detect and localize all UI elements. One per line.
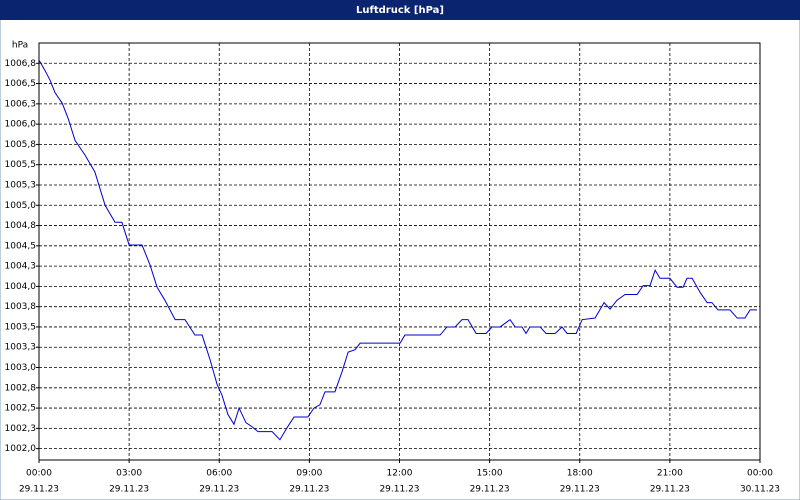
y-tick-label: 1004,5	[5, 241, 37, 251]
x-tick-label: 15:00	[477, 469, 503, 479]
x-tick-date: 29.11.23	[560, 485, 600, 495]
x-tick-date: 29.11.23	[199, 485, 239, 495]
y-tick-label: 1005,0	[5, 201, 37, 211]
y-tick-label: 1005,8	[5, 140, 37, 150]
y-tick-label: 1003,5	[5, 322, 37, 332]
y-tick-label: 1002,0	[5, 444, 37, 454]
x-tick-label: 06:00	[206, 469, 232, 479]
y-tick-label: 1002,3	[5, 424, 37, 434]
x-tick-date: 29.11.23	[470, 485, 510, 495]
x-tick-date: 29.11.23	[19, 485, 59, 495]
y-tick-label: 1004,0	[5, 282, 37, 292]
y-tick-label: 1003,8	[5, 302, 37, 312]
x-tick-date: 29.11.23	[650, 485, 690, 495]
x-tick-date: 30.11.23	[740, 485, 780, 495]
y-axis-label: hPa	[12, 41, 28, 51]
title-bar	[0, 0, 800, 20]
x-tick-label: 12:00	[387, 469, 413, 479]
y-tick-label: 1006,3	[5, 99, 37, 109]
y-tick-label: 1002,5	[5, 404, 37, 414]
x-tick-label: 21:00	[657, 469, 683, 479]
x-tick-label: 09:00	[296, 469, 322, 479]
y-tick-label: 1003,3	[5, 343, 37, 353]
y-tick-label: 1002,8	[5, 383, 37, 393]
x-tick-label: 00:00	[26, 469, 52, 479]
x-tick-label: 03:00	[116, 469, 142, 479]
y-tick-label: 1006,5	[5, 79, 37, 89]
x-tick-date: 29.11.23	[109, 485, 149, 495]
y-tick-label: 1005,5	[5, 160, 37, 170]
y-tick-label: 1003,0	[5, 363, 37, 373]
data-line	[38, 59, 757, 441]
chart-title: Luftdruck [hPa]	[356, 5, 444, 16]
x-tick-date: 29.11.23	[289, 485, 329, 495]
x-tick-label: 18:00	[567, 469, 593, 479]
y-tick-label: 1004,3	[5, 262, 37, 272]
x-tick-date: 29.11.23	[379, 485, 419, 495]
x-tick-label: 00:00	[747, 469, 773, 479]
y-tick-label: 1006,8	[5, 59, 37, 69]
y-tick-label: 1006,0	[5, 120, 37, 130]
y-tick-label: 1004,8	[5, 221, 37, 231]
y-tick-label: 1005,3	[5, 180, 37, 190]
